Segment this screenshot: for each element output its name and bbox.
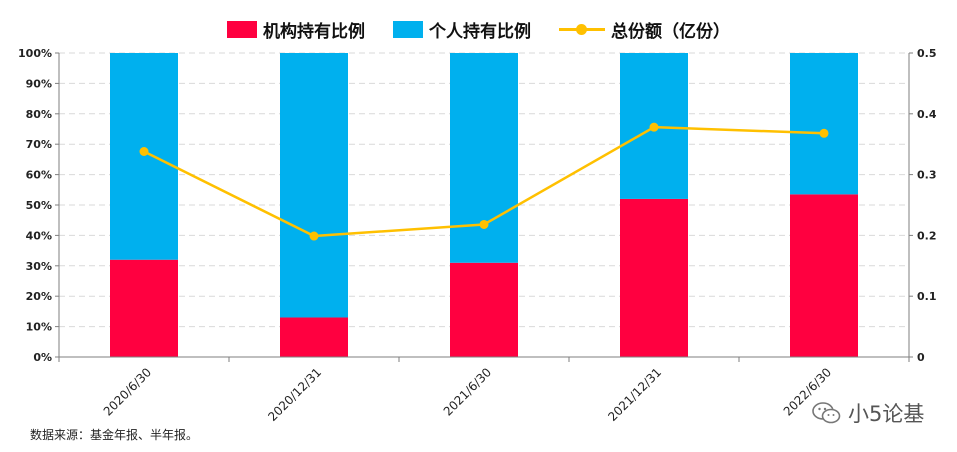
y-left-tick-label: 60%: [26, 169, 52, 182]
y-left-tick-label: 40%: [26, 229, 52, 242]
y-left-tick-label: 100%: [18, 47, 52, 60]
legend: 机构持有比例 个人持有比例 总份额（亿份）: [0, 16, 957, 42]
y-left-tick-label: 70%: [26, 138, 52, 151]
y-left-tick-label: 10%: [26, 321, 52, 334]
y-left-tick-label: 50%: [26, 199, 52, 212]
x-tick-label: 2020/6/30: [101, 365, 154, 418]
legend-line-marker-total: [559, 21, 605, 38]
legend-swatch-institution: [227, 20, 257, 38]
y-right-tick-label: 0.5: [917, 47, 937, 60]
watermark-text: 小5论基: [848, 402, 925, 426]
y-right-tick-label: 0.4: [917, 108, 937, 121]
point-total-shares: [479, 219, 489, 229]
y-left-tick-label: 30%: [26, 260, 52, 273]
bar-individual: [110, 53, 178, 260]
x-tick-label: 2020/12/31: [265, 365, 324, 424]
y-right-tick-label: 0: [917, 351, 925, 364]
bar-individual: [450, 53, 518, 263]
point-total-shares: [819, 128, 829, 138]
bar-institution: [790, 194, 858, 357]
x-tick-label: 2021/6/30: [441, 365, 494, 418]
y-right-tick-label: 0.2: [917, 229, 937, 242]
source-note: 数据来源：基金年报、半年报。: [30, 428, 199, 442]
bar-institution: [450, 262, 518, 357]
y-left-tick-label: 80%: [26, 108, 52, 121]
x-tick-label: 2021/12/31: [605, 365, 664, 424]
bar-institution: [110, 259, 178, 357]
bar-individual: [790, 53, 858, 195]
legend-item-institution: 机构持有比例: [227, 17, 365, 42]
point-total-shares: [309, 231, 319, 241]
bar-institution: [280, 317, 348, 357]
legend-label-institution: 机构持有比例: [263, 21, 365, 42]
y-left-tick-label: 90%: [26, 77, 52, 90]
legend-swatch-individual: [393, 20, 423, 38]
legend-item-total: 总份额（亿份）: [559, 17, 730, 42]
bar-individual: [280, 53, 348, 318]
wechat-logo-icon: [812, 402, 841, 424]
bar-institution: [620, 198, 688, 357]
y-left-tick-label: 0%: [33, 351, 52, 364]
point-total-shares: [649, 122, 659, 132]
y-right-tick-label: 0.3: [917, 169, 937, 182]
y-right-tick-label: 0.1: [917, 290, 937, 303]
legend-label-total: 总份额（亿份）: [611, 21, 730, 42]
watermark: 小5论基: [812, 398, 924, 428]
legend-label-individual: 个人持有比例: [429, 21, 531, 42]
y-left-tick-label: 20%: [26, 290, 52, 303]
legend-item-individual: 个人持有比例: [393, 17, 531, 42]
point-total-shares: [139, 146, 149, 156]
